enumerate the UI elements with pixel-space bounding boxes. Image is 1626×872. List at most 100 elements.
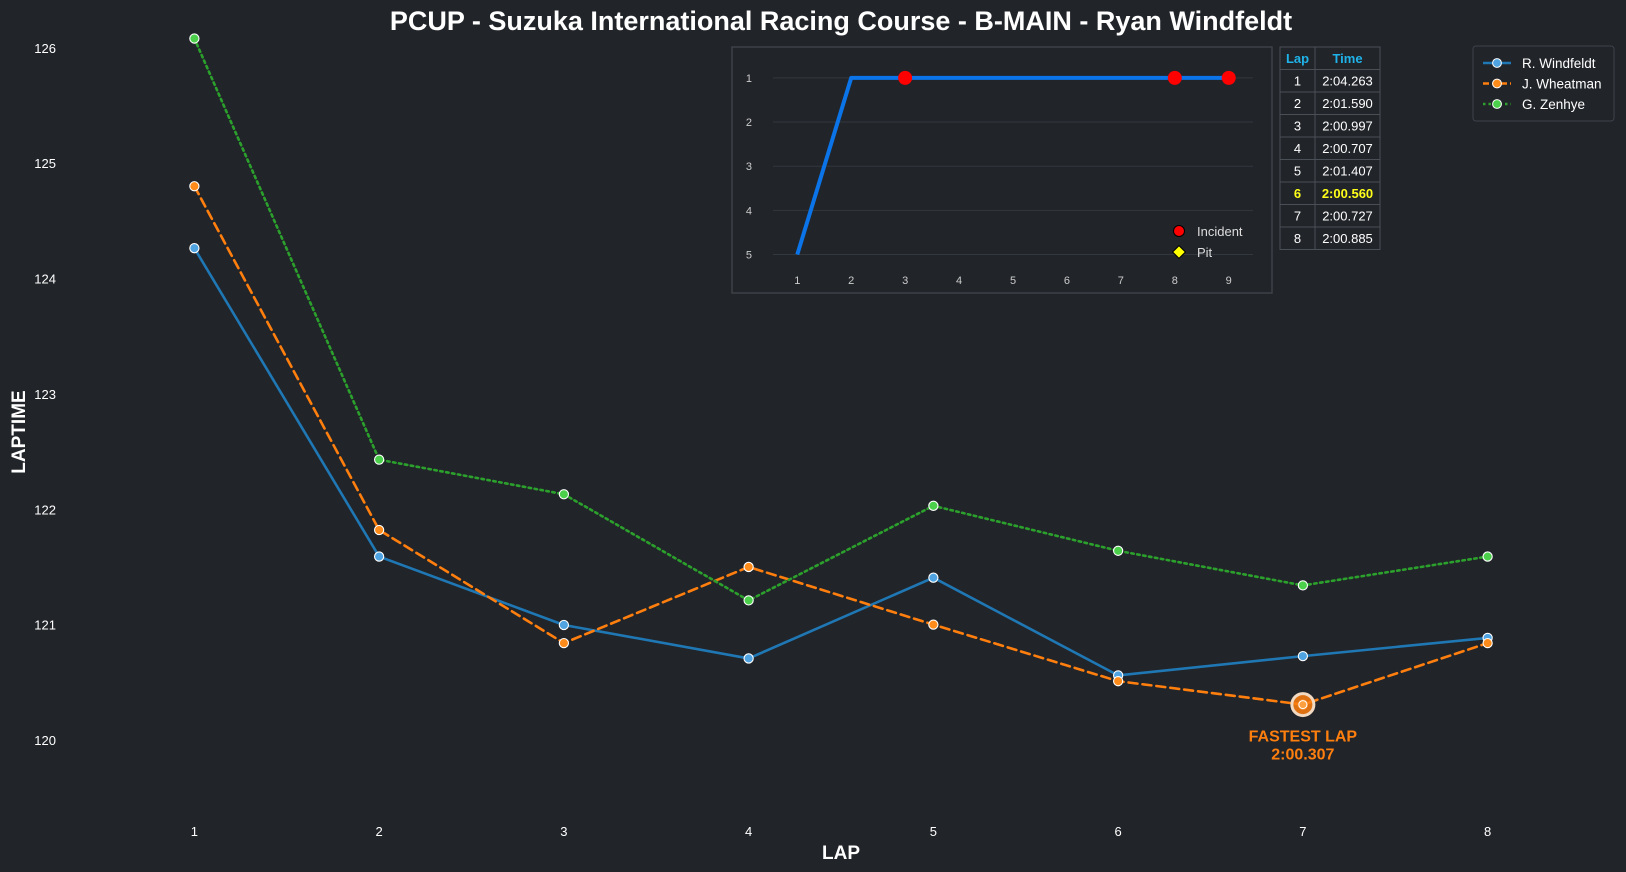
series-point <box>1482 551 1493 562</box>
chart-title: PCUP - Suzuka International Racing Cours… <box>390 6 1292 36</box>
inset-frame <box>731 46 1273 294</box>
incident-legend-marker <box>1173 225 1185 237</box>
inset-y-tick-label: 3 <box>746 161 752 173</box>
inset-y-ticks: 1 2 3 4 5 <box>746 73 752 262</box>
x-tick-label: 6 <box>1115 824 1122 839</box>
table-time-cell: 2:01.590 <box>1322 96 1373 111</box>
series-point <box>189 33 200 44</box>
series-point <box>558 489 570 500</box>
table-cell <box>1314 226 1381 250</box>
y-tick-label: 120 <box>34 733 56 748</box>
series-point <box>928 619 939 630</box>
table-time-cell: 2:04.263 <box>1322 74 1373 89</box>
table-lap-cell: 7 <box>1294 209 1301 224</box>
inset-x-tick-label: 5 <box>1010 275 1016 287</box>
table-lap-cell: 2 <box>1294 96 1301 111</box>
table-time-cell: 2:00.560 <box>1322 186 1373 201</box>
legend-marker <box>1492 99 1502 109</box>
incident-marker <box>1167 70 1182 85</box>
table-header-time: Time <box>1332 51 1362 66</box>
legend-frame <box>1472 45 1615 122</box>
incident-marker <box>1221 70 1236 85</box>
inset-x-tick-label: 9 <box>1226 275 1232 287</box>
table-header-lap: Lap <box>1286 51 1309 66</box>
position-inset-chart: 1 2 3 4 5 1 2 3 4 5 6 7 8 9 Incident Pit <box>731 46 1273 294</box>
series-point <box>928 500 939 511</box>
legend-marker <box>1492 78 1502 89</box>
inset-y-tick-label: 4 <box>746 205 752 217</box>
y-axis-ticks: 120 121 122 123 124 125 126 <box>34 41 56 748</box>
fastest-lap-label: FASTEST LAP <box>1249 729 1358 746</box>
series-point <box>189 181 200 192</box>
series-point <box>558 619 570 631</box>
x-axis-label: LAP <box>822 843 860 864</box>
series-point <box>373 551 385 562</box>
series-line-1 <box>193 184 1489 706</box>
series-point <box>1112 676 1124 687</box>
y-tick-label: 122 <box>34 502 56 517</box>
series-point <box>373 454 385 465</box>
inset-x-tick-label: 3 <box>902 275 908 287</box>
lap-time-table: Lap Time 1 2:04.263 2 2:01.590 3 2:00.997 4 2:00.… <box>1279 46 1381 250</box>
series-point <box>928 572 939 583</box>
inset-y-tick-label: 5 <box>746 250 752 262</box>
legend-label: J. Wheatman <box>1522 77 1602 92</box>
table-lap-cell: 5 <box>1294 164 1301 179</box>
table-lap-cell: 3 <box>1294 119 1301 134</box>
pit-legend-label: Pit <box>1197 245 1213 260</box>
x-tick-label: 1 <box>191 824 198 839</box>
table-lap-cell: 1 <box>1294 74 1301 89</box>
fastest-lap-center <box>1298 700 1308 710</box>
inset-legend: Incident Pit <box>1171 224 1243 260</box>
series-line-0 <box>193 246 1489 677</box>
series-point <box>373 524 385 536</box>
x-tick-label: 7 <box>1299 824 1306 839</box>
table-time-cell: 2:01.407 <box>1322 164 1373 179</box>
inset-x-tick-label: 2 <box>848 275 854 287</box>
y-tick-label: 123 <box>34 387 56 402</box>
inset-x-tick-label: 7 <box>1118 275 1124 287</box>
inset-x-ticks: 1 2 3 4 5 6 7 8 9 <box>794 275 1232 287</box>
inset-position-line <box>795 75 1229 256</box>
inset-y-tick-label: 1 <box>746 73 752 85</box>
incident-legend-label: Incident <box>1197 224 1243 239</box>
series-point <box>189 243 200 254</box>
series-point <box>743 595 754 606</box>
series-layer <box>189 33 1493 710</box>
y-tick-label: 124 <box>34 272 56 287</box>
legend-label: R. Windfeldt <box>1522 56 1596 71</box>
series-point <box>1482 637 1493 649</box>
table-time-cell: 2:00.885 <box>1322 231 1373 246</box>
table-lap-cell: 6 <box>1294 186 1301 201</box>
y-tick-label: 121 <box>34 618 56 633</box>
incident-marker <box>898 70 913 85</box>
fastest-lap-time: 2:00.307 <box>1271 747 1334 764</box>
y-tick-label: 126 <box>34 41 56 56</box>
series-point <box>743 653 754 664</box>
inset-x-tick-label: 8 <box>1172 275 1178 287</box>
series-line-2 <box>193 37 1489 602</box>
table-time-cell: 2:00.707 <box>1322 141 1373 156</box>
inset-y-tick-label: 2 <box>746 117 752 129</box>
table-lap-cell: 4 <box>1294 141 1301 156</box>
series-legend: R. Windfeldt J. Wheatman G. Zenhye <box>1472 45 1615 122</box>
series-point <box>1112 545 1124 556</box>
table-time-cell: 2:00.727 <box>1322 209 1373 224</box>
x-tick-label: 8 <box>1484 824 1491 839</box>
series-point <box>558 637 570 649</box>
inset-x-tick-label: 4 <box>956 275 962 287</box>
series-point <box>743 561 754 573</box>
table-lap-cell: 8 <box>1294 231 1301 246</box>
y-axis-label: LAPTIME <box>9 390 30 473</box>
x-tick-label: 2 <box>376 824 383 839</box>
y-tick-label: 125 <box>34 156 56 171</box>
legend-label: G. Zenhye <box>1522 97 1585 112</box>
x-tick-label: 4 <box>745 824 752 839</box>
x-tick-label: 3 <box>560 824 567 839</box>
x-tick-label: 5 <box>930 824 937 839</box>
legend-marker <box>1492 58 1502 68</box>
table-time-cell: 2:00.997 <box>1322 119 1373 134</box>
series-point <box>1297 580 1309 591</box>
inset-x-tick-label: 6 <box>1064 275 1070 287</box>
